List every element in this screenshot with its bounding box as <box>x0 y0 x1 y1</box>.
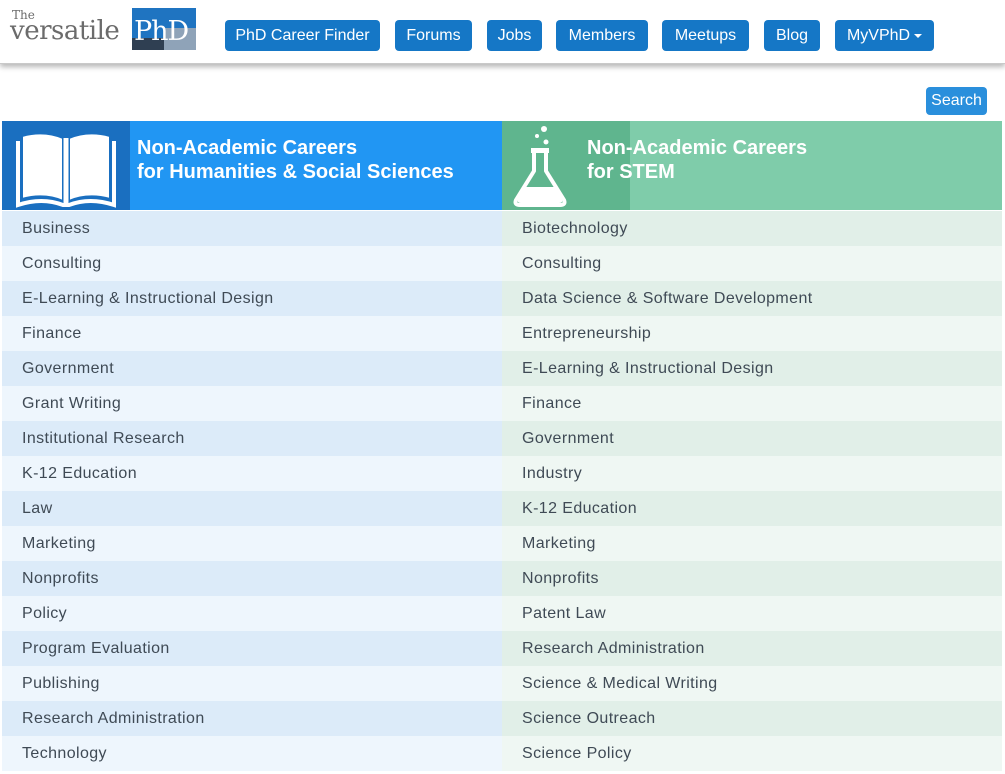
career-link[interactable]: Consulting <box>502 246 1002 281</box>
humanities-icon-block <box>2 121 130 210</box>
career-link[interactable]: K-12 Education <box>2 456 502 491</box>
career-link[interactable]: Consulting <box>2 246 502 281</box>
flask-icon <box>513 126 567 207</box>
career-link[interactable]: Science Outreach <box>502 701 1002 736</box>
nav-jobs[interactable]: Jobs <box>487 20 542 51</box>
career-link[interactable]: K-12 Education <box>502 491 1002 526</box>
career-link[interactable]: Institutional Research <box>2 421 502 456</box>
humanities-title: Non-Academic Careers for Humanities & So… <box>137 136 454 184</box>
career-link[interactable]: Nonprofits <box>2 561 502 596</box>
career-link[interactable]: Biotechnology <box>502 211 1002 246</box>
career-link[interactable]: Research Administration <box>2 701 502 736</box>
career-link[interactable]: Marketing <box>502 526 1002 561</box>
humanities-header[interactable]: Non-Academic Careers for Humanities & So… <box>2 121 502 210</box>
stem-title: Non-Academic Careers for STEM <box>587 136 807 184</box>
stem-career-list: Biotechnology Consulting Data Science & … <box>502 211 1002 771</box>
logo-phd-accent-dark <box>132 38 164 50</box>
career-link[interactable]: Patent Law <box>502 596 1002 631</box>
nav-forums[interactable]: Forums <box>395 20 472 51</box>
career-link[interactable]: Finance <box>502 386 1002 421</box>
career-link[interactable]: Government <box>2 351 502 386</box>
top-navbar: The versatile PhD PhD Career Finder Foru… <box>0 0 1005 64</box>
humanities-career-list: Business Consulting E-Learning & Instruc… <box>2 211 502 771</box>
stem-title-line1: Non-Academic Careers <box>587 137 808 159</box>
career-link[interactable]: Data Science & Software Development <box>502 281 1002 316</box>
nav-meetups[interactable]: Meetups <box>662 20 749 51</box>
career-link[interactable]: Government <box>502 421 1002 456</box>
humanities-title-line2: for Humanities & Social Sciences <box>137 161 454 183</box>
logo-phd-accent <box>164 28 196 50</box>
nav-myvphd-dropdown[interactable]: MyVPhD <box>835 20 934 51</box>
logo-versatile-text: versatile <box>10 16 120 46</box>
career-link[interactable]: Science Policy <box>502 736 1002 771</box>
stem-icon-block <box>502 121 630 210</box>
career-link[interactable]: Science & Medical Writing <box>502 666 1002 701</box>
caret-down-icon <box>914 33 923 38</box>
career-link[interactable]: Technology <box>2 736 502 771</box>
career-link[interactable]: Program Evaluation <box>2 631 502 666</box>
career-link[interactable]: Finance <box>2 316 502 351</box>
career-link[interactable]: Research Administration <box>502 631 1002 666</box>
nav-members[interactable]: Members <box>556 20 648 51</box>
career-link[interactable]: Law <box>2 491 502 526</box>
career-link[interactable]: Industry <box>502 456 1002 491</box>
career-link[interactable]: Entrepreneurship <box>502 316 1002 351</box>
stem-title-line2: for STEM <box>587 161 675 183</box>
career-link[interactable]: Policy <box>2 596 502 631</box>
book-icon <box>16 132 116 208</box>
humanities-title-line1: Non-Academic Careers <box>137 137 358 159</box>
career-link[interactable]: E-Learning & Instructional Design <box>502 351 1002 386</box>
stem-header[interactable]: Non-Academic Careers for STEM <box>502 121 1002 210</box>
site-logo[interactable]: The versatile PhD <box>10 8 198 52</box>
logo-the-text: The <box>12 8 35 22</box>
career-link[interactable]: Grant Writing <box>2 386 502 421</box>
nav-phd-career-finder[interactable]: PhD Career Finder <box>225 20 380 51</box>
myvphd-label: MyVPhD <box>846 27 911 44</box>
search-button[interactable]: Search <box>926 87 987 115</box>
career-link[interactable]: Business <box>2 211 502 246</box>
career-link[interactable]: Nonprofits <box>502 561 1002 596</box>
nav-blog[interactable]: Blog <box>764 20 820 51</box>
career-link[interactable]: Marketing <box>2 526 502 561</box>
career-link[interactable]: E-Learning & Instructional Design <box>2 281 502 316</box>
career-link[interactable]: Publishing <box>2 666 502 701</box>
logo-phd-text: PhD <box>134 16 189 47</box>
